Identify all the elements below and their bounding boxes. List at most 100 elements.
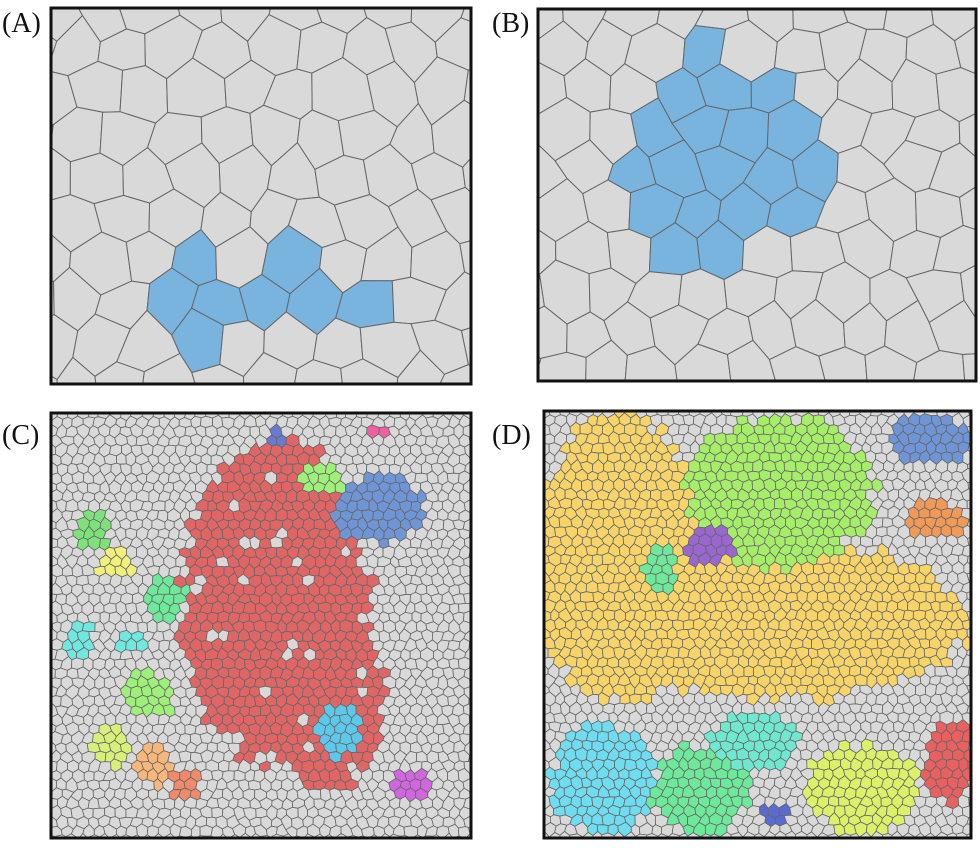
cell bbox=[533, 693, 544, 707]
cell bbox=[855, 674, 868, 686]
cell bbox=[973, 712, 980, 725]
cell bbox=[962, 620, 975, 630]
cell bbox=[34, 407, 47, 421]
cell bbox=[533, 638, 544, 649]
cell bbox=[919, 394, 930, 409]
cell bbox=[650, 507, 661, 518]
cell bbox=[286, 398, 299, 410]
cell bbox=[784, 460, 796, 472]
cell bbox=[447, 398, 459, 409]
cell bbox=[34, 759, 46, 773]
cell bbox=[972, 432, 980, 446]
cell bbox=[737, 396, 748, 407]
cell bbox=[34, 650, 47, 663]
cell bbox=[0, 235, 28, 291]
cell bbox=[625, 0, 682, 3]
cell bbox=[34, 464, 47, 476]
cell bbox=[474, 518, 486, 529]
cell bbox=[961, 396, 972, 408]
cell bbox=[819, 347, 868, 399]
cell bbox=[480, 827, 492, 839]
cell bbox=[545, 396, 555, 409]
cell bbox=[652, 397, 663, 409]
cell bbox=[940, 396, 953, 408]
cell bbox=[83, 398, 94, 409]
cell bbox=[34, 815, 46, 828]
cell bbox=[266, 397, 277, 411]
cell bbox=[527, 572, 540, 585]
cell bbox=[790, 397, 801, 407]
cell bbox=[481, 454, 492, 467]
cell bbox=[480, 770, 491, 782]
cell bbox=[41, 657, 50, 671]
cell bbox=[673, 0, 728, 2]
cell bbox=[0, 0, 57, 1]
cell bbox=[51, 399, 62, 409]
cell bbox=[34, 798, 45, 811]
cell bbox=[481, 398, 493, 411]
cell bbox=[35, 629, 47, 642]
cell bbox=[482, 526, 493, 539]
cell bbox=[951, 395, 965, 407]
cell bbox=[533, 546, 543, 557]
cell bbox=[248, 780, 260, 790]
cell bbox=[479, 471, 491, 484]
cell bbox=[486, 267, 541, 324]
cell bbox=[897, 394, 909, 407]
panel-label: (D) bbox=[492, 420, 531, 451]
cell bbox=[973, 487, 980, 502]
cell bbox=[813, 396, 824, 407]
cell bbox=[758, 396, 771, 408]
cell bbox=[974, 564, 980, 574]
cell bbox=[683, 620, 694, 630]
cell bbox=[459, 398, 472, 409]
panel-c-cells bbox=[34, 396, 493, 843]
cell bbox=[34, 517, 46, 531]
cell bbox=[157, 398, 170, 410]
cell bbox=[940, 601, 953, 612]
cell bbox=[527, 460, 539, 473]
cell bbox=[974, 804, 980, 818]
cell bbox=[800, 395, 813, 409]
cell bbox=[34, 706, 47, 716]
cell bbox=[466, 220, 516, 276]
cell bbox=[474, 406, 488, 420]
cell bbox=[526, 405, 540, 418]
cell bbox=[82, 622, 95, 632]
cell bbox=[137, 398, 149, 408]
cell bbox=[36, 722, 44, 735]
cell bbox=[34, 742, 48, 754]
cell bbox=[908, 395, 920, 409]
cell bbox=[1, 272, 55, 327]
cell bbox=[973, 414, 980, 426]
cell bbox=[480, 638, 493, 652]
cell bbox=[591, 499, 604, 510]
cell bbox=[200, 825, 213, 836]
cell bbox=[485, 184, 535, 235]
cell bbox=[940, 657, 953, 667]
cell bbox=[533, 352, 586, 395]
cell bbox=[341, 397, 352, 410]
cell bbox=[774, 498, 785, 510]
panel-label: (A) bbox=[2, 8, 41, 39]
cell bbox=[34, 591, 46, 604]
cell bbox=[246, 399, 256, 410]
cell bbox=[823, 509, 835, 519]
cell bbox=[476, 445, 488, 456]
cell bbox=[527, 741, 539, 751]
cell bbox=[104, 397, 116, 410]
cell bbox=[975, 676, 980, 686]
cell bbox=[576, 396, 586, 408]
cell bbox=[147, 399, 158, 411]
cell bbox=[169, 397, 179, 411]
cell bbox=[919, 583, 932, 593]
cell bbox=[967, 498, 979, 510]
cell bbox=[361, 398, 374, 408]
cell bbox=[406, 399, 417, 410]
cell bbox=[480, 490, 492, 504]
cell bbox=[693, 394, 706, 408]
cell bbox=[286, 0, 341, 2]
cell bbox=[92, 0, 150, 2]
cell bbox=[527, 778, 538, 790]
